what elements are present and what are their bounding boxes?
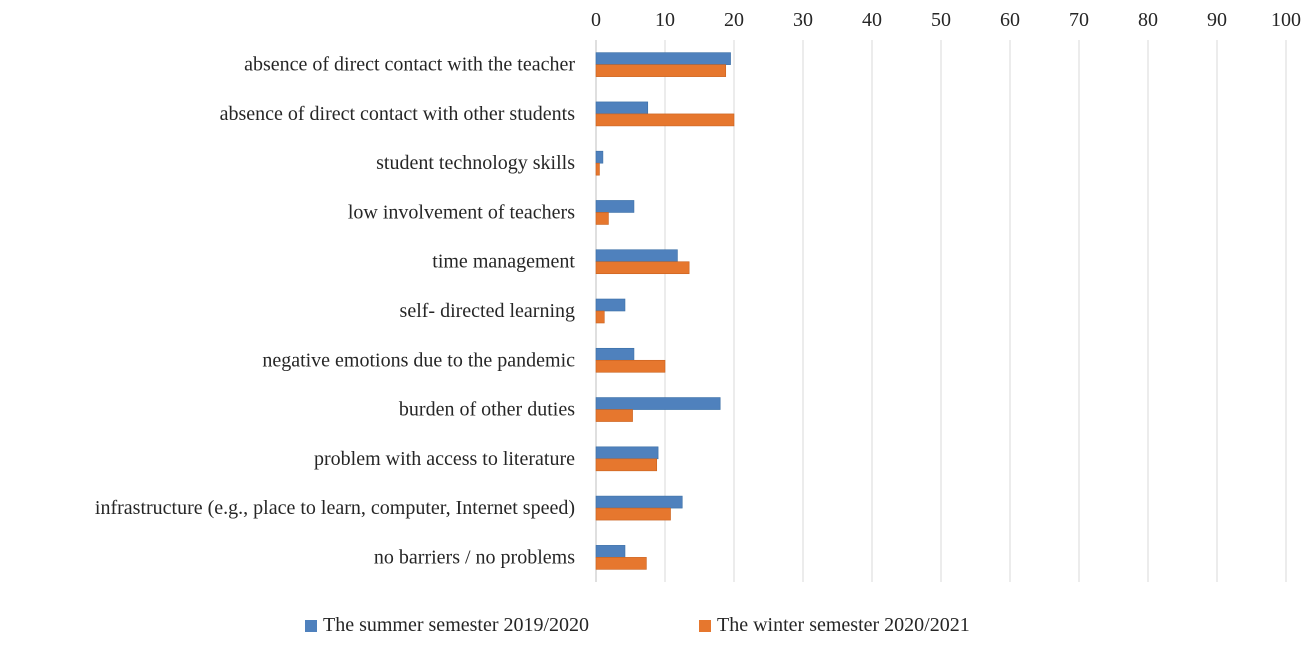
x-tick-label: 40 [862,9,882,31]
category-label: student technology skills [376,152,575,174]
legend-swatch-winter [699,619,711,632]
bar-summer [595,101,649,115]
bar-winter [595,557,647,570]
bar-winter [595,409,633,422]
x-tick-label: 70 [1069,9,1089,31]
category-label: low involvement of teachers [348,201,575,223]
category-label: absence of direct contact with other stu… [220,103,576,125]
x-tick-label: 20 [724,9,744,31]
gridlines [595,40,1287,582]
bar-winter [595,310,605,324]
legend-item-summer: The summer semester 2019/2020 [305,614,589,637]
bar-winter [595,507,671,521]
bar-chart: 0 10 20 30 40 50 60 70 80 90 100 absence of direct… [95,9,1301,582]
category-labels: absence of direct contact with the teach… [95,54,576,569]
bar-winter [595,212,609,225]
bar-winter [595,162,600,176]
bar-summer [595,298,626,312]
x-tick-label: 0 [591,9,601,31]
legend-item-winter: The winter semester 2020/2021 [699,614,970,637]
bar-summer [595,200,635,213]
category-label: time management [432,251,575,273]
legend-label-summer: The summer semester 2019/2020 [323,614,590,636]
x-tick-label: 90 [1207,9,1227,31]
category-label: burden of other duties [399,399,575,421]
bar-summer [595,249,678,263]
bar-winter [595,113,735,127]
x-tick-label: 100 [1271,9,1301,31]
bar-summer [595,150,604,164]
category-label: absence of direct contact with the teach… [244,54,575,76]
x-tick-label: 80 [1138,9,1158,31]
bar-winter [595,458,658,472]
category-label: problem with access to literature [314,448,575,470]
category-label: self- directed learning [400,300,575,322]
x-tick-label: 10 [655,9,675,31]
bar-summer [595,545,626,558]
legend-label-winter: The winter semester 2020/2021 [717,614,970,636]
bar-winter [595,359,666,373]
x-tick-label: 60 [1000,9,1020,31]
x-tick-label: 50 [931,9,951,31]
x-tick-label: 30 [793,9,813,31]
bar-summer [595,52,731,65]
bar-summer [595,446,659,460]
category-label: negative emotions due to the pandemic [262,349,575,371]
bar-summer [595,397,721,410]
bars [595,52,735,570]
legend: The summer semester 2019/2020 The winter… [0,614,1309,644]
bar-summer [595,347,635,361]
bar-winter [595,64,727,77]
x-tick-labels: 0 10 20 30 40 50 60 70 80 90 100 [591,9,1301,31]
category-label: no barriers / no problems [374,546,575,568]
legend-swatch-summer [305,619,317,632]
bar-winter [595,261,690,275]
bar-summer [595,495,683,509]
category-label: infrastructure (e.g., place to learn, co… [95,497,575,519]
